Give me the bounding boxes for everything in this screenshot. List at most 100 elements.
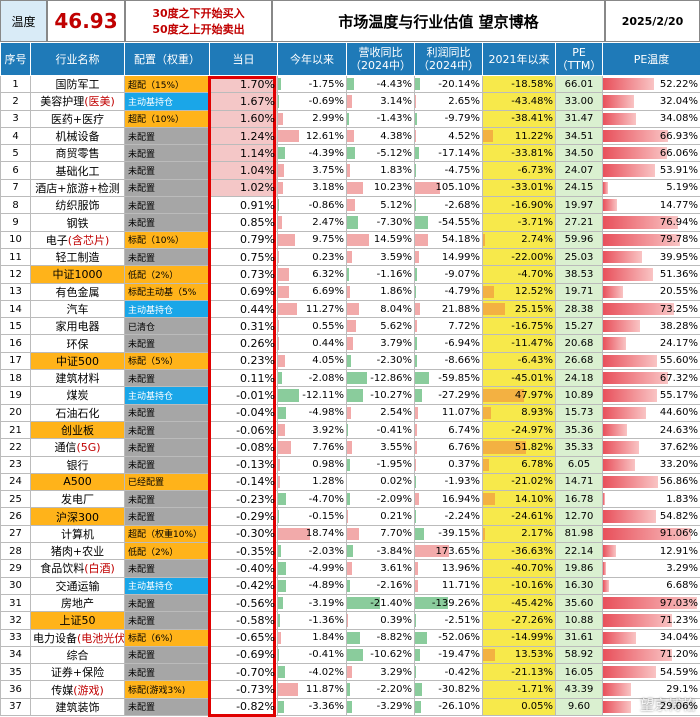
today-value: -0.65% (236, 631, 275, 645)
row-index: 11 (0, 247, 31, 267)
industry-label: 电力设备 (33, 631, 77, 645)
value-bar (347, 527, 359, 541)
industry-name: 证券+保险 (30, 663, 125, 682)
value-bar (415, 302, 421, 316)
pe-temperature: 38.28% (602, 317, 700, 336)
ytd-change-value: 3.92% (312, 424, 344, 436)
pe-temperature: 67.32% (602, 369, 700, 388)
table-row: 29 食品饮料(白酒) 未配置 -0.40% -4.99% 3.61% 13.96% -40.… (0, 559, 700, 578)
profit-yoy: -4.79% (414, 282, 483, 301)
allocation: 标配（10%） (124, 230, 210, 249)
allocation: 未配置 (124, 178, 210, 198)
ytd-change-value: 0.44% (312, 338, 344, 350)
since-2021: -21.02% (482, 472, 556, 492)
since-2021: -10.16% (482, 576, 556, 595)
since-2021-value: -14.99% (511, 632, 553, 644)
col-today: 当日 (209, 42, 278, 76)
value-bar (347, 78, 354, 91)
table-row: 10 电子(含芯片) 标配（10%） 0.79% 9.75% 14.59% 54.18% 2.… (0, 230, 700, 249)
since-2021: 11.22% (482, 126, 556, 146)
value-bar (415, 78, 420, 91)
today-change: -0.58% (209, 611, 278, 630)
today-value: -0.29% (236, 510, 275, 524)
industry-label: 电子 (45, 233, 68, 247)
table-row: 6 基础化工 未配置 1.04% 3.75% 1.83% -4.75% -6.73% 24.07… (0, 161, 700, 180)
value-bar (278, 112, 284, 125)
pe-ttm: 19.86 (555, 559, 603, 578)
value-bar (278, 648, 279, 662)
revenue-yoy: 14.59% (346, 230, 415, 249)
ytd-change-value: -0.41% (308, 649, 344, 661)
pe-temp-bar (603, 666, 656, 679)
industry-name: 家用电器 (30, 317, 125, 336)
ytd-change: 1.28% (277, 472, 347, 492)
ytd-change-value: -0.69% (308, 95, 344, 107)
today-value: -0.69% (236, 648, 275, 662)
profit-yoy: 0.37% (414, 455, 483, 474)
industry-label: 上证50 (59, 614, 96, 628)
value-bar (278, 666, 285, 679)
industry-name: 钢铁 (30, 213, 125, 232)
ytd-change-value: -4.89% (308, 580, 344, 592)
revenue-yoy: 3.29% (346, 663, 415, 682)
profit-yoy: -0.42% (414, 663, 483, 682)
table-row: 5 商贸零售 未配置 1.14% -4.39% -5.12% -17.14% -33.81% 3… (0, 144, 700, 163)
allocation: 未配置 (124, 196, 210, 215)
pe-ttm: 31.47 (555, 109, 603, 128)
profit-yoy-value: -39.15% (438, 528, 480, 540)
profit-yoy: 13.96% (414, 559, 483, 578)
table-row: 27 计算机 超配（权重10%） -0.30% 18.74% 7.70% -39.15% 2.… (0, 524, 700, 544)
industry-name: 美容护理(医美) (30, 92, 125, 111)
profit-yoy-value: -30.82% (438, 684, 480, 696)
revenue-yoy: -8.82% (346, 628, 415, 647)
revenue-yoy-value: 0.02% (380, 476, 412, 488)
table-row: 34 综合 未配置 -0.69% -0.41% -10.62% -19.47% 13.53% 5… (0, 645, 700, 665)
pe-temperature: 20.55% (602, 282, 700, 301)
revenue-yoy: 3.59% (346, 247, 415, 267)
pe-temp-value: 5.19% (666, 182, 698, 194)
profit-yoy-value: 173.65% (435, 545, 481, 557)
allocation: 主动基持仓 (124, 386, 210, 405)
value-bar (347, 164, 350, 177)
value-bar (347, 614, 348, 627)
pe-ttm: 16.78 (555, 490, 603, 509)
revenue-yoy: 0.39% (346, 611, 415, 630)
pe-temp-value: 39.95% (659, 251, 698, 263)
profit-yoy-value: 2.65% (448, 95, 480, 107)
pe-temp-bar (603, 510, 657, 523)
since-2021: 2.74% (482, 230, 556, 249)
today-value: -0.58% (236, 613, 275, 627)
since-2021-value: -33.81% (511, 147, 553, 159)
profit-yoy-value: -9.79% (444, 113, 480, 125)
profit-yoy: -8.66% (414, 351, 483, 371)
row-index: 37 (0, 697, 31, 716)
profit-yoy: -2.51% (414, 611, 483, 630)
pe-temp-value: 38.28% (659, 320, 698, 332)
table-row: 31 房地产 未配置 -0.56% -3.19% -21.40% -139.26% -45.4… (0, 593, 700, 613)
value-bar (347, 268, 349, 281)
pe-temp-bar (603, 129, 668, 143)
revenue-yoy-value: -4.43% (376, 78, 412, 90)
table-row: 36 传媒(游戏) 标配(游戏3%) -0.73% 11.87% -2.20% -30.82… (0, 680, 700, 699)
row-index: 15 (0, 317, 31, 336)
pe-ttm: 81.98 (555, 524, 603, 544)
pe-ttm: 16.05 (555, 663, 603, 682)
ytd-change: 2.99% (277, 109, 347, 128)
today-change: 0.11% (209, 369, 278, 388)
row-index: 4 (0, 126, 31, 146)
pe-ttm: 22.14 (555, 542, 603, 561)
industry-label: 有色金属 (55, 285, 100, 299)
since-2021-value: -6.73% (517, 165, 553, 177)
industry-name: 纺织服饰 (30, 196, 125, 215)
since-2021: -33.81% (482, 144, 556, 163)
today-change: -0.65% (209, 628, 278, 647)
ytd-change: -4.99% (277, 559, 347, 578)
ytd-change-value: -12.11% (302, 389, 344, 401)
industry-name: 食品饮料(白酒) (30, 559, 125, 578)
value-bar (278, 441, 292, 454)
pe-temperature: 71.20% (602, 645, 700, 665)
value-bar (483, 233, 486, 246)
value-bar (347, 147, 355, 160)
revenue-yoy: -4.43% (346, 74, 415, 94)
ytd-change: -0.41% (277, 645, 347, 665)
